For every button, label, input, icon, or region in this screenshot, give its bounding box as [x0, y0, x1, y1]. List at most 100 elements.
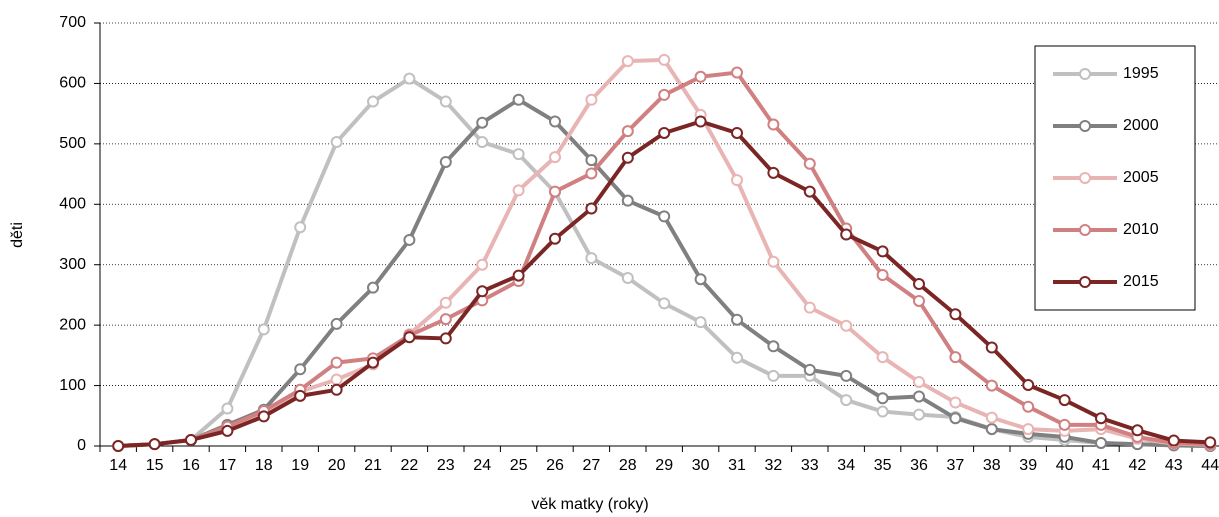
point: [658, 126, 671, 139]
point: [185, 433, 197, 446]
point: [549, 232, 561, 245]
point: [840, 394, 853, 407]
point: [985, 411, 998, 424]
point: [512, 184, 525, 197]
x-tick-label: 44: [1201, 457, 1219, 474]
point: [621, 125, 634, 138]
y-tick-label: 400: [59, 196, 86, 213]
x-tick-label: 30: [692, 457, 710, 474]
point: [294, 221, 307, 234]
point: [221, 424, 234, 437]
x-tick-label: 22: [401, 457, 419, 474]
x-tick-label: 39: [1019, 457, 1037, 474]
point: [403, 331, 416, 344]
point: [1167, 434, 1180, 447]
point: [257, 323, 270, 336]
point: [767, 340, 780, 353]
point: [694, 115, 707, 128]
point: [221, 402, 234, 415]
x-tick-label: 41: [1092, 457, 1110, 474]
point: [658, 210, 671, 223]
point: [512, 148, 525, 161]
legend-marker: [1079, 172, 1091, 184]
point: [330, 317, 343, 330]
point: [1058, 394, 1071, 407]
point: [403, 233, 416, 246]
point: [439, 296, 452, 309]
point: [767, 369, 780, 382]
point: [949, 351, 962, 364]
legend-label: 2000: [1123, 117, 1159, 134]
point: [330, 136, 343, 149]
point: [876, 392, 889, 405]
point: [549, 151, 561, 164]
point: [330, 356, 343, 369]
x-tick-label: 19: [291, 457, 309, 474]
point: [913, 408, 925, 421]
x-tick-label: 36: [910, 457, 928, 474]
legend-label: 2005: [1123, 169, 1159, 186]
point: [913, 375, 925, 388]
y-axis-label: děti: [9, 222, 26, 248]
y-tick-label: 0: [77, 437, 86, 454]
point: [1095, 412, 1107, 425]
point: [112, 440, 125, 452]
legend-marker: [1079, 224, 1091, 236]
legend: 1995 2000 2005 2010 2015: [1034, 45, 1196, 311]
x-tick-label: 35: [874, 457, 892, 474]
x-tick-label: 14: [109, 457, 127, 474]
x-tick-label: 27: [583, 457, 601, 474]
point: [731, 126, 743, 139]
point: [803, 301, 816, 314]
point: [330, 373, 343, 386]
point: [476, 136, 489, 149]
x-tick-label: 18: [255, 457, 273, 474]
point: [585, 202, 598, 215]
point: [549, 115, 561, 128]
legend-label: 2010: [1123, 221, 1159, 238]
point: [658, 297, 671, 310]
point: [367, 281, 379, 294]
x-tick-label: 34: [837, 457, 855, 474]
point: [876, 268, 889, 281]
y-tick-label: 700: [59, 14, 86, 31]
point: [585, 93, 598, 106]
point: [949, 412, 962, 425]
point: [913, 390, 925, 403]
x-tick-label: 20: [328, 457, 346, 474]
x-tick-label: 16: [182, 457, 200, 474]
x-tick-label: 29: [655, 457, 673, 474]
point: [658, 88, 671, 101]
x-tick-label: 23: [437, 457, 455, 474]
point: [876, 245, 889, 258]
point: [731, 351, 743, 364]
point: [621, 151, 634, 164]
point: [330, 383, 343, 396]
legend-label: 1995: [1123, 65, 1159, 82]
point: [621, 55, 634, 68]
point: [913, 294, 925, 307]
point: [913, 278, 925, 291]
point: [1022, 423, 1035, 436]
point: [257, 410, 270, 423]
legend-marker: [1079, 276, 1091, 288]
x-tick-label: 37: [947, 457, 965, 474]
x-tick-label: 15: [146, 457, 164, 474]
point: [1131, 424, 1144, 437]
point: [803, 363, 816, 376]
x-tick-label: 43: [1165, 457, 1183, 474]
point: [694, 70, 707, 83]
point: [148, 438, 161, 451]
point: [439, 313, 452, 326]
point: [585, 167, 598, 180]
x-tick-label: 42: [1129, 457, 1147, 474]
point: [585, 154, 598, 167]
x-tick-label: 24: [473, 457, 491, 474]
point: [767, 166, 780, 179]
point: [731, 66, 743, 79]
point: [476, 116, 489, 129]
point: [803, 157, 816, 170]
point: [476, 285, 489, 298]
